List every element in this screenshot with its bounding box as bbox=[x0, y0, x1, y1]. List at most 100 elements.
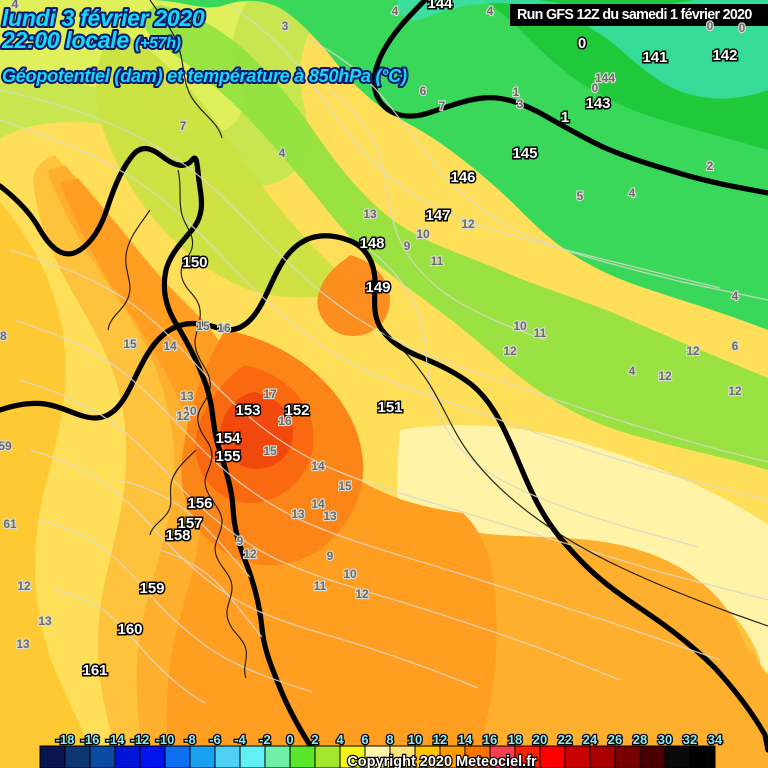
svg-text:10: 10 bbox=[416, 227, 430, 241]
svg-text:2: 2 bbox=[707, 159, 714, 173]
svg-text:26: 26 bbox=[608, 732, 622, 747]
svg-text:4: 4 bbox=[629, 186, 636, 200]
svg-text:-18: -18 bbox=[56, 732, 75, 747]
svg-text:9: 9 bbox=[237, 534, 244, 548]
svg-text:32: 32 bbox=[683, 732, 697, 747]
svg-text:17: 17 bbox=[263, 387, 277, 401]
svg-text:Copyright 2020 Meteociel.fr: Copyright 2020 Meteociel.fr bbox=[347, 754, 537, 768]
svg-text:1: 1 bbox=[561, 109, 569, 126]
svg-text:11: 11 bbox=[431, 254, 444, 268]
svg-text:144: 144 bbox=[595, 71, 615, 85]
svg-text:13: 13 bbox=[38, 614, 52, 628]
svg-text:141: 141 bbox=[642, 49, 667, 66]
svg-text:3: 3 bbox=[282, 19, 289, 33]
svg-text:15: 15 bbox=[338, 479, 352, 493]
svg-text:12: 12 bbox=[658, 369, 672, 383]
svg-text:146: 146 bbox=[450, 169, 475, 186]
svg-text:142: 142 bbox=[712, 47, 737, 64]
svg-text:160: 160 bbox=[117, 621, 142, 638]
svg-text:151: 151 bbox=[377, 399, 402, 416]
svg-text:0: 0 bbox=[707, 19, 714, 33]
svg-text:6: 6 bbox=[361, 732, 368, 747]
svg-text:13: 13 bbox=[16, 637, 30, 651]
svg-text:13: 13 bbox=[363, 207, 377, 221]
svg-text:16: 16 bbox=[483, 732, 497, 747]
svg-text:153: 153 bbox=[235, 402, 260, 419]
svg-text:12: 12 bbox=[243, 547, 257, 561]
svg-text:-12: -12 bbox=[131, 732, 150, 747]
svg-text:10: 10 bbox=[408, 732, 422, 747]
svg-text:13: 13 bbox=[180, 389, 194, 403]
svg-text:12: 12 bbox=[17, 579, 31, 593]
svg-text:7: 7 bbox=[439, 99, 446, 113]
svg-text:-14: -14 bbox=[106, 732, 126, 747]
svg-text:-4: -4 bbox=[234, 732, 246, 747]
svg-text:12: 12 bbox=[686, 344, 700, 358]
svg-text:58: 58 bbox=[0, 329, 7, 343]
svg-text:14: 14 bbox=[458, 732, 473, 747]
svg-text:20: 20 bbox=[533, 732, 547, 747]
svg-text:-6: -6 bbox=[209, 732, 221, 747]
svg-text:16: 16 bbox=[217, 321, 231, 335]
svg-text:0: 0 bbox=[286, 732, 293, 747]
svg-text:4: 4 bbox=[279, 146, 286, 160]
svg-text:4: 4 bbox=[392, 4, 399, 18]
svg-text:15: 15 bbox=[196, 319, 210, 333]
svg-text:24: 24 bbox=[583, 732, 598, 747]
svg-text:59: 59 bbox=[0, 439, 12, 453]
svg-text:30: 30 bbox=[658, 732, 672, 747]
svg-text:6: 6 bbox=[732, 339, 739, 353]
svg-text:12: 12 bbox=[176, 409, 190, 423]
svg-text:14: 14 bbox=[163, 339, 177, 353]
svg-text:150: 150 bbox=[182, 254, 207, 271]
svg-text:-16: -16 bbox=[81, 732, 100, 747]
svg-text:4: 4 bbox=[732, 289, 739, 303]
svg-text:2: 2 bbox=[311, 732, 318, 747]
svg-text:18: 18 bbox=[508, 732, 522, 747]
svg-text:144: 144 bbox=[427, 0, 453, 12]
svg-text:Géopotentiel (dam) et températ: Géopotentiel (dam) et température à 850h… bbox=[2, 66, 407, 86]
svg-text:8: 8 bbox=[386, 732, 393, 747]
svg-text:4: 4 bbox=[12, 0, 19, 11]
svg-text:9: 9 bbox=[327, 549, 334, 563]
svg-text:12: 12 bbox=[461, 217, 475, 231]
svg-text:154: 154 bbox=[215, 430, 241, 447]
svg-text:159: 159 bbox=[139, 580, 164, 597]
svg-text:4: 4 bbox=[487, 4, 494, 18]
svg-text:7: 7 bbox=[180, 119, 187, 133]
svg-text:149: 149 bbox=[365, 279, 390, 296]
svg-text:0: 0 bbox=[739, 21, 746, 35]
svg-text:-8: -8 bbox=[184, 732, 196, 747]
svg-text:158: 158 bbox=[165, 527, 190, 544]
svg-text:9: 9 bbox=[404, 239, 411, 253]
svg-text:147: 147 bbox=[425, 207, 450, 224]
svg-text:0: 0 bbox=[578, 35, 586, 52]
svg-text:155: 155 bbox=[215, 448, 240, 465]
svg-text:14: 14 bbox=[311, 459, 325, 473]
svg-text:13: 13 bbox=[291, 507, 305, 521]
svg-text:12: 12 bbox=[355, 587, 369, 601]
svg-text:12: 12 bbox=[433, 732, 447, 747]
svg-text:10: 10 bbox=[343, 567, 357, 581]
svg-text:34: 34 bbox=[708, 732, 723, 747]
svg-text:28: 28 bbox=[633, 732, 647, 747]
svg-text:15: 15 bbox=[263, 444, 277, 458]
svg-text:12: 12 bbox=[503, 344, 517, 358]
svg-text:13: 13 bbox=[323, 509, 337, 523]
svg-text:145: 145 bbox=[512, 145, 537, 162]
svg-text:12: 12 bbox=[728, 384, 742, 398]
svg-text:5: 5 bbox=[577, 189, 584, 203]
svg-text:148: 148 bbox=[359, 235, 384, 252]
svg-text:15: 15 bbox=[123, 337, 137, 351]
svg-text:4: 4 bbox=[629, 364, 636, 378]
svg-text:11: 11 bbox=[534, 326, 547, 340]
svg-text:-2: -2 bbox=[259, 732, 271, 747]
svg-text:161: 161 bbox=[82, 662, 107, 679]
svg-text:6: 6 bbox=[420, 84, 427, 98]
svg-text:Run GFS 12Z du samedi 1 févrie: Run GFS 12Z du samedi 1 février 2020 bbox=[517, 7, 752, 23]
svg-text:-10: -10 bbox=[156, 732, 175, 747]
svg-text:143: 143 bbox=[585, 95, 610, 112]
svg-text:3: 3 bbox=[517, 97, 524, 111]
svg-text:10: 10 bbox=[513, 319, 527, 333]
svg-text:16: 16 bbox=[278, 414, 292, 428]
